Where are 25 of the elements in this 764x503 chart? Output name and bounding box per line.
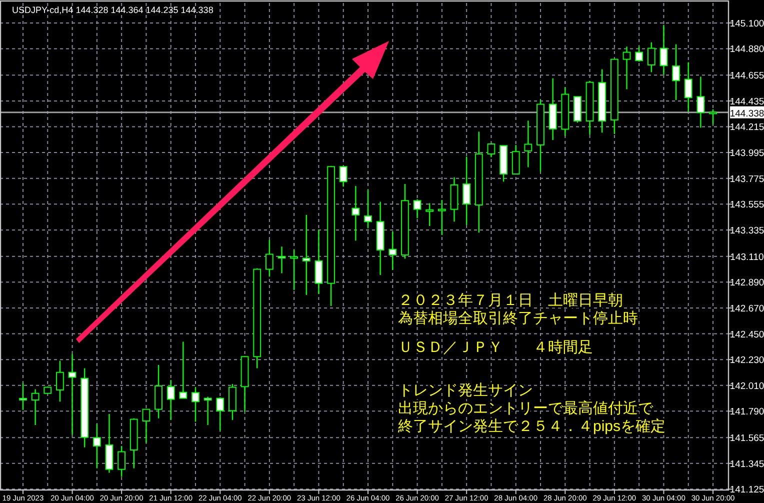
annotation: ＵＳＤ／ＪＰＹ ４時間足 <box>398 339 593 356</box>
y-tick-label: 144.655 <box>730 70 764 82</box>
y-tick-label: 143.995 <box>730 148 764 160</box>
y-tick-label: 144.435 <box>730 96 764 108</box>
y-tick-label: 143.775 <box>730 174 764 185</box>
y-tick-label: 145.100 <box>730 18 764 30</box>
y-tick-label: 141.125 <box>730 484 764 496</box>
y-tick-label: 141.790 <box>730 406 764 418</box>
y-tick-label: 144.880 <box>730 44 764 56</box>
ref-line-label: 144.338 <box>730 108 764 120</box>
y-tick-label: 141.345 <box>730 458 764 470</box>
y-tick-label: 141.565 <box>730 433 764 444</box>
y-tick-label: 142.230 <box>730 355 764 366</box>
y-tick-label: 143.335 <box>730 225 764 236</box>
annotation: 終了サイン発生で２５４．４pipsを確定 <box>397 418 666 435</box>
y-tick-label: 142.670 <box>730 303 764 314</box>
y-tick-label: 142.450 <box>730 329 764 340</box>
chart-title: USDJPY-cd,H4 144.328 144.364 144.235 144.338 <box>12 5 214 15</box>
y-tick-label: 144.215 <box>730 122 764 134</box>
y-tick-label: 142.890 <box>730 278 764 289</box>
y-tick-label: 143.110 <box>730 252 764 263</box>
annotation: トレンド発生サイン <box>398 382 533 399</box>
annotation: ２０２３年７月１日 土曜日早朝 <box>398 292 623 309</box>
y-tick-label: 142.010 <box>730 380 764 392</box>
y-tick-label: 143.555 <box>730 200 764 211</box>
